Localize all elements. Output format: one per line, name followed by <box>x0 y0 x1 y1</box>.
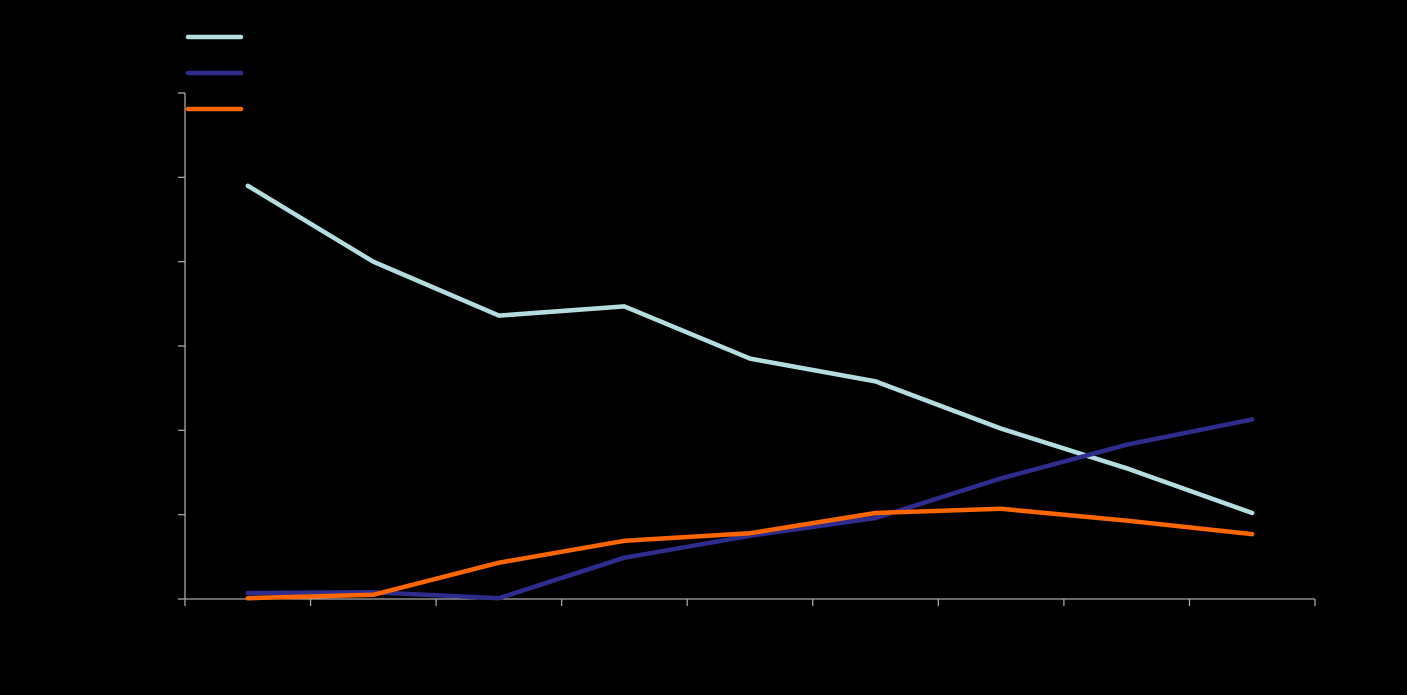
series-line-2 <box>245 417 1255 601</box>
plot-area <box>245 183 1255 601</box>
legend <box>185 34 244 112</box>
series-line-1 <box>245 183 1255 516</box>
series-line-3 <box>245 506 1255 601</box>
axes <box>178 92 1316 606</box>
